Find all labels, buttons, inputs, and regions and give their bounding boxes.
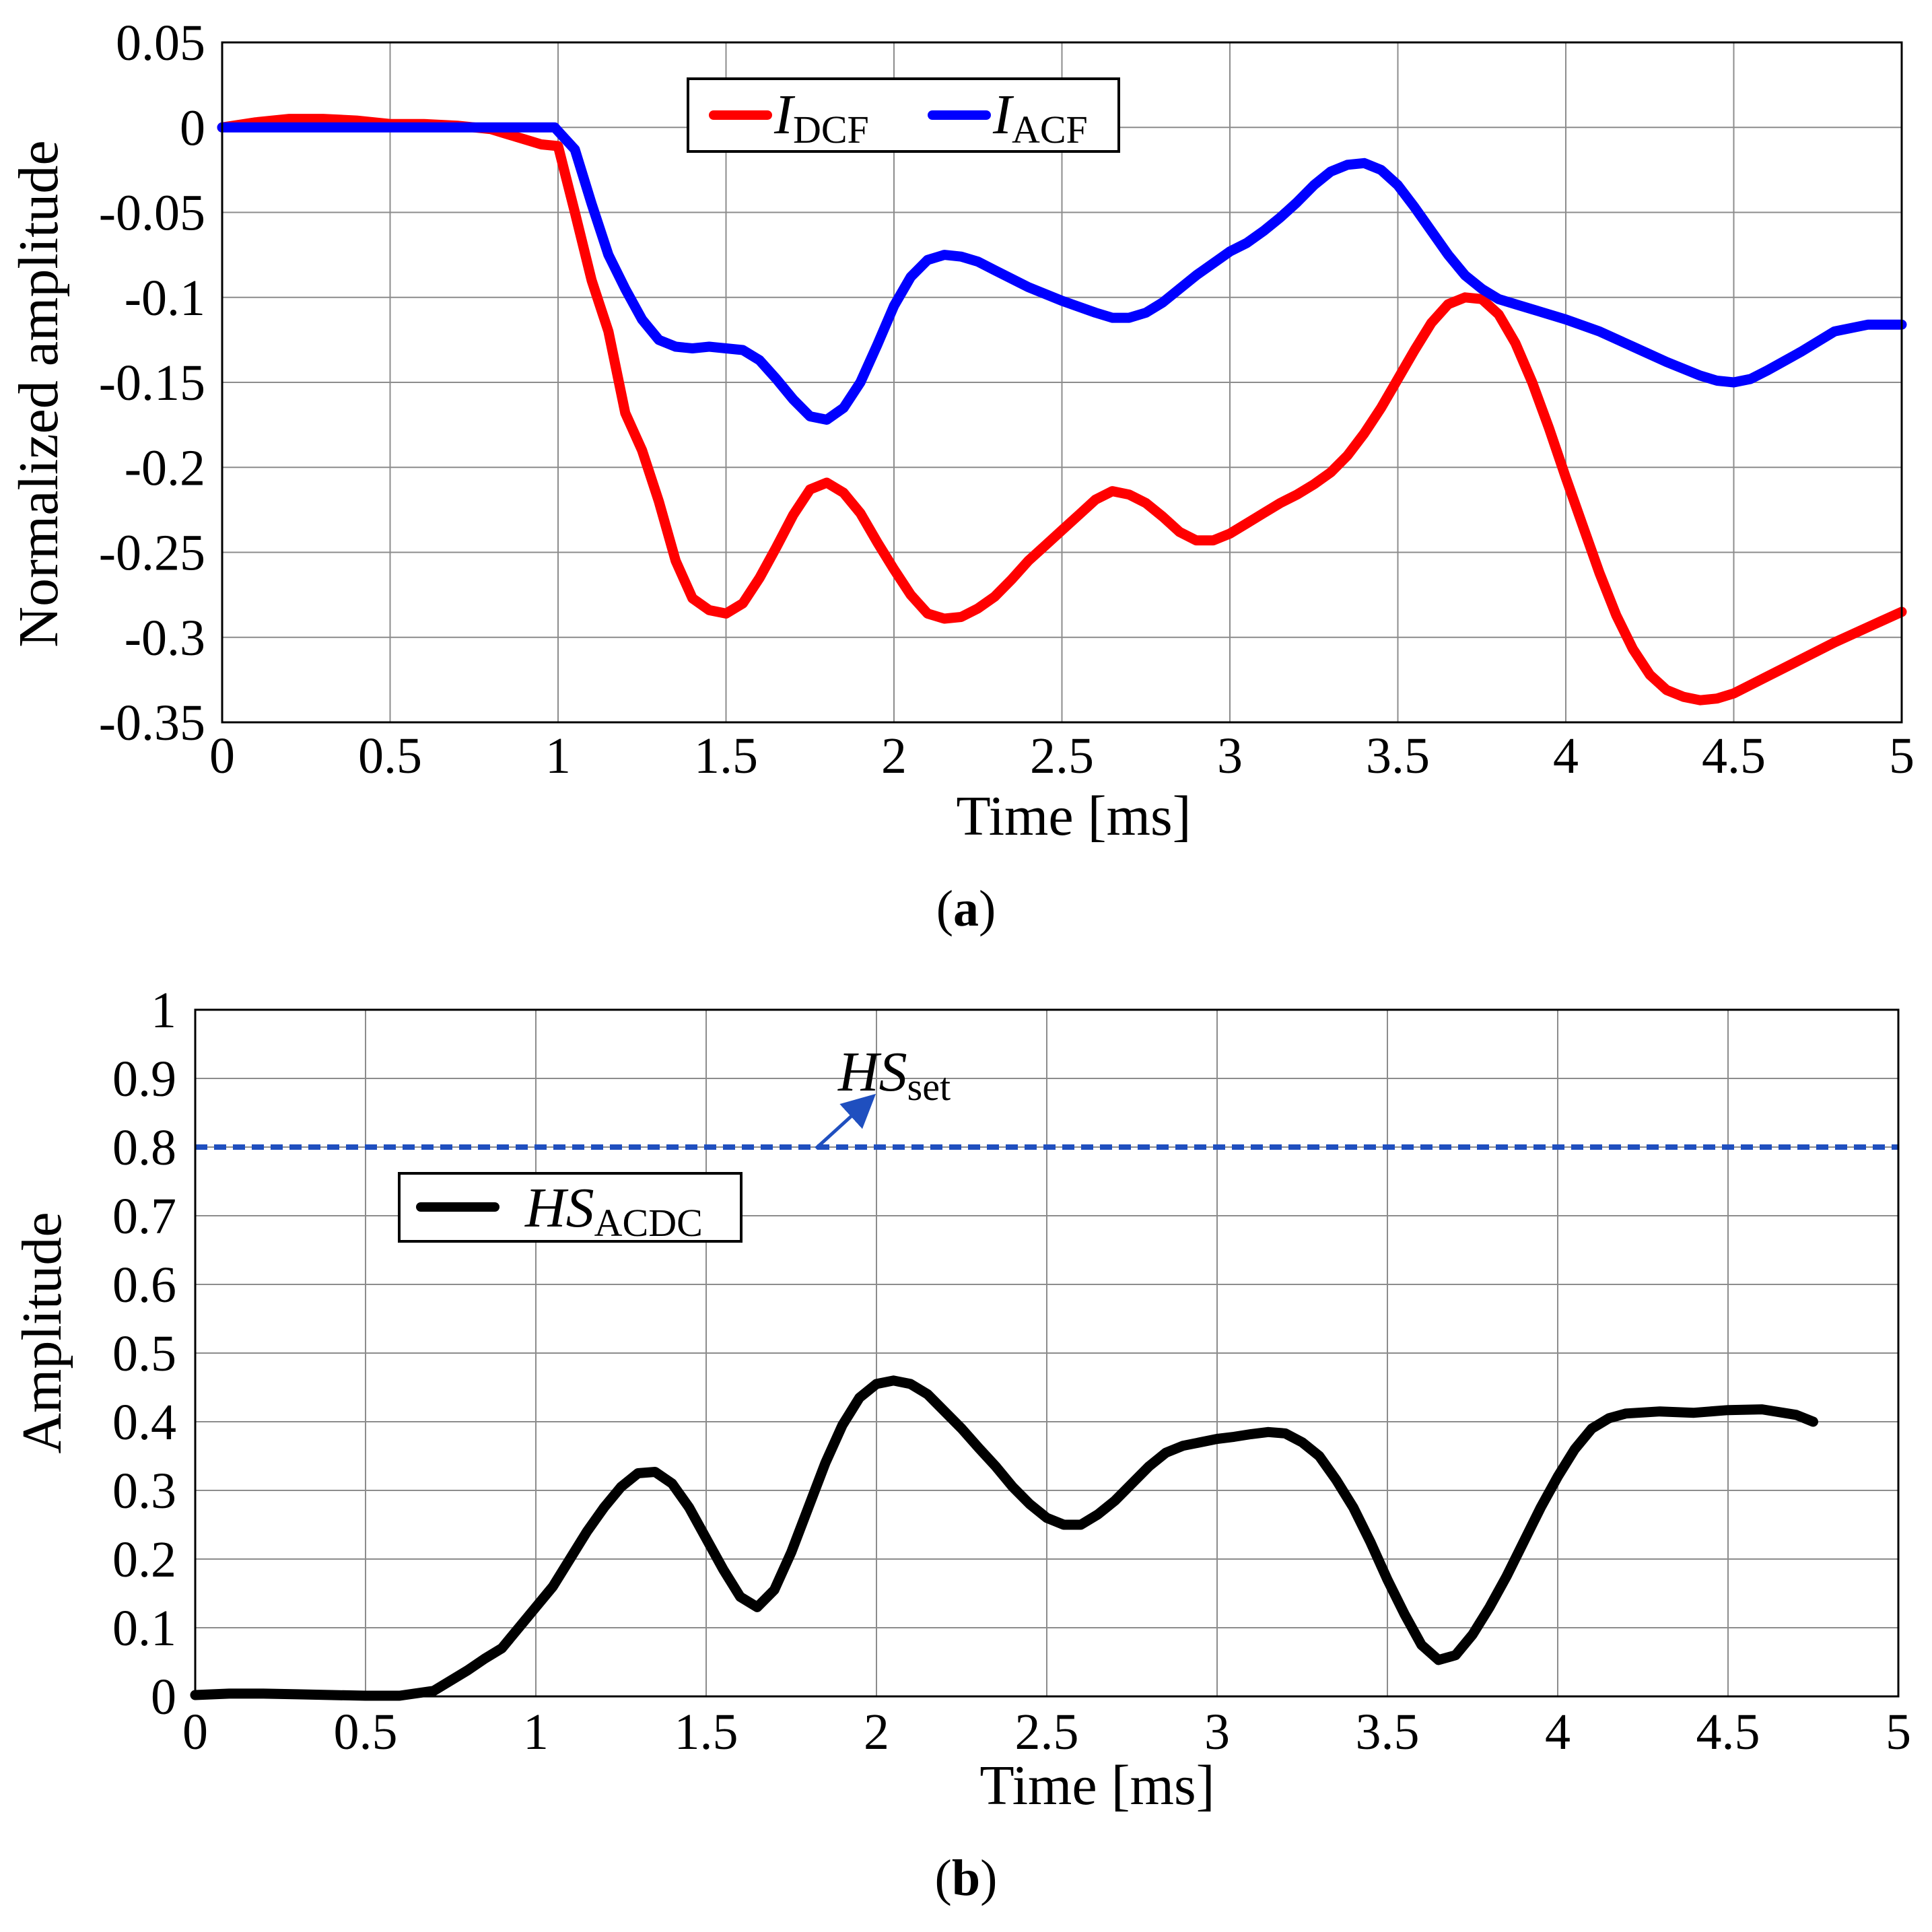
chart-b-plot-frame	[194, 1008, 1900, 1698]
chart-b-x-tick-label: 3	[1204, 1704, 1230, 1760]
chart-a-x-tick-label: 3	[1217, 728, 1243, 784]
chart-b-x-tick-label: 1	[523, 1704, 549, 1760]
series-line-iacf	[217, 122, 1907, 425]
chart-a-x-tick-label: 1	[545, 728, 571, 784]
chart-b-x-tick-label: 4	[1545, 1704, 1571, 1760]
chart-b-y-tick-label: 0.5	[112, 1325, 176, 1382]
chart-a-x-tick-label: 1.5	[694, 728, 758, 784]
chart-a-x-ticks: 0 0.5 1 1.5 2 2.5 3 3.5 4 4.5 5	[209, 728, 1914, 784]
chart-a-plot-frame	[221, 41, 1903, 724]
threshold-annotation: HSset	[815, 1041, 951, 1150]
series-line-hsacdc	[190, 1375, 1818, 1701]
chart-a-y-axis-label: Normalized amplitude	[7, 140, 70, 647]
chart-a-y-tick-label: -0.3	[125, 610, 205, 666]
legend-label-idcf: IDCF	[773, 83, 869, 151]
chart-b-x-tick-label: 2.5	[1015, 1704, 1079, 1760]
chart-b-x-tick-label: 2	[864, 1704, 889, 1760]
chart-b-caption: (b)	[935, 1850, 998, 1906]
chart-a-x-axis-label: Time [ms]	[956, 785, 1191, 848]
chart-b-y-tick-label: 1	[151, 982, 176, 1039]
chart-a-y-tick-label: -0.2	[125, 440, 205, 496]
chart-b-y-axis-label: Amplitude	[11, 1212, 73, 1453]
chart-a-x-tick-label: 0.5	[358, 728, 422, 784]
chart-b-y-ticks: 1 0.9 0.8 0.7 0.6 0.5 0.4 0.3 0.2 0.1 0	[112, 982, 176, 1725]
chart-b-y-tick-label: 0.4	[112, 1394, 176, 1451]
chart-a-x-tick-label: 0	[209, 728, 235, 784]
threshold-arrow	[815, 1093, 876, 1150]
chart-a-y-tick-label: 0	[180, 100, 205, 156]
chart-a-legend: IDCF IACF	[687, 77, 1120, 153]
chart-a-series	[217, 114, 1907, 705]
chart-b-x-tick-label: 0.5	[334, 1704, 398, 1760]
chart-a-y-ticks: 0.05 0 -0.05 -0.1 -0.15 -0.2 -0.25 -0.3 -0.35	[99, 15, 205, 751]
legend-label-iacf: IACF	[992, 83, 1088, 151]
chart-a: 0 0.5 1 1.5 2 2.5 3 3.5 4 4.5 5 0.05 0 -0.05 -0.1 -0.1…	[7, 15, 1914, 937]
chart-b: 0 0.5 1 1.5 2 2.5 3 3.5 4 4.5 5 1 0.9 0.8 0.7 0.6 0.5 0.…	[11, 982, 1911, 1906]
legend-label-hsacdc: HSACDC	[524, 1177, 703, 1245]
chart-a-x-tick-label: 5	[1889, 728, 1914, 784]
chart-a-y-tick-label: -0.05	[99, 185, 205, 242]
chart-b-x-tick-label: 3.5	[1356, 1704, 1420, 1760]
chart-b-y-tick-label: 0.3	[112, 1463, 176, 1519]
chart-a-caption: (a)	[936, 881, 996, 937]
chart-b-series	[190, 1144, 1898, 1701]
chart-b-x-tick-label: 5	[1886, 1704, 1911, 1760]
chart-a-y-tick-label: 0.05	[116, 15, 205, 71]
chart-b-x-axis-label: Time [ms]	[979, 1754, 1214, 1817]
chart-a-x-tick-label: 4	[1553, 728, 1579, 784]
chart-a-y-tick-label: -0.25	[99, 525, 205, 582]
chart-b-y-tick-label: 0.2	[112, 1531, 176, 1588]
chart-a-x-tick-label: 2	[881, 728, 907, 784]
chart-b-x-ticks: 0 0.5 1 1.5 2 2.5 3 3.5 4 4.5 5	[182, 1704, 1911, 1760]
chart-a-x-tick-label: 3.5	[1366, 728, 1430, 784]
chart-b-x-tick-label: 0	[182, 1704, 208, 1760]
threshold-label: HSset	[837, 1041, 951, 1109]
chart-b-x-tick-label: 1.5	[675, 1704, 738, 1760]
chart-b-y-tick-label: 0.8	[112, 1119, 176, 1176]
chart-a-y-tick-label: -0.1	[125, 270, 205, 326]
chart-a-x-tick-label: 2.5	[1030, 728, 1094, 784]
chart-b-legend-box	[398, 1172, 743, 1243]
chart-a-y-tick-label: -0.15	[99, 355, 205, 411]
chart-b-y-tick-label: 0.9	[112, 1051, 176, 1107]
chart-b-y-tick-label: 0.6	[112, 1257, 176, 1313]
chart-a-x-tick-label: 4.5	[1702, 728, 1766, 784]
chart-b-x-tick-label: 4.5	[1696, 1704, 1760, 1760]
chart-b-y-tick-label: 0	[151, 1669, 176, 1725]
chart-a-y-tick-label: -0.35	[99, 695, 205, 751]
chart-b-y-tick-label: 0.7	[112, 1188, 176, 1245]
chart-b-grid	[195, 1009, 1899, 1697]
chart-b-y-tick-label: 0.1	[112, 1600, 176, 1657]
series-line-idcf	[217, 114, 1907, 705]
chart-b-legend: HSACDC	[398, 1172, 743, 1245]
